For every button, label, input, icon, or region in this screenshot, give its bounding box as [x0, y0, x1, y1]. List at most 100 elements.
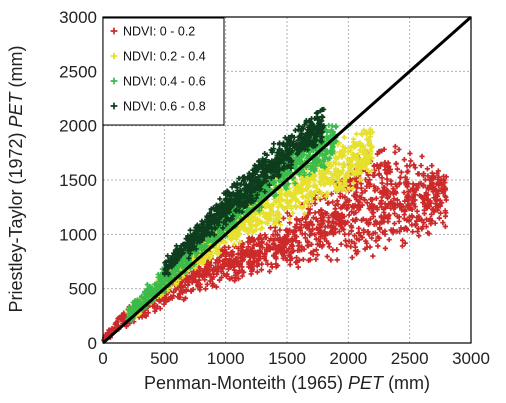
data-point: [325, 135, 331, 142]
data-point: [306, 226, 312, 232]
legend-marker: [110, 27, 118, 35]
data-point: [281, 191, 288, 197]
data-point: [425, 230, 431, 236]
data-point: [299, 216, 306, 222]
data-point: [145, 310, 151, 316]
data-point: [279, 157, 286, 163]
data-point: [387, 200, 394, 206]
data-point: [217, 196, 223, 202]
data-point: [291, 229, 298, 235]
data-point: [296, 199, 302, 205]
data-point: [321, 154, 328, 161]
data-point: [397, 180, 403, 186]
data-point: [262, 214, 268, 220]
data-point: [392, 210, 398, 217]
data-point: [171, 250, 177, 256]
data-point: [299, 231, 305, 237]
data-point: [429, 170, 435, 176]
data-point: [245, 244, 251, 250]
data-point: [149, 291, 156, 297]
y-tick-label: 500: [69, 280, 97, 299]
y-tick-labels: 0 500 1000 1500 2000 2500 3000: [59, 8, 97, 353]
data-point: [259, 204, 265, 210]
data-point: [312, 172, 318, 179]
data-point: [384, 203, 390, 210]
data-point: [352, 155, 358, 161]
data-point: [268, 204, 275, 210]
data-point: [165, 253, 171, 259]
data-point: [251, 258, 257, 265]
data-point: [240, 223, 246, 229]
data-point: [361, 127, 367, 133]
data-point: [298, 157, 304, 164]
data-point: [220, 225, 226, 231]
data-point: [306, 202, 312, 209]
data-point: [223, 195, 229, 202]
data-point: [345, 149, 351, 155]
data-point: [365, 157, 371, 163]
data-point: [185, 237, 191, 243]
data-point: [256, 158, 262, 164]
data-point: [287, 227, 293, 233]
data-point: [319, 191, 325, 197]
data-point: [126, 304, 132, 311]
data-point: [330, 144, 336, 150]
data-point: [191, 246, 197, 252]
data-point: [392, 201, 398, 207]
data-point: [383, 214, 389, 220]
data-point: [291, 134, 297, 140]
data-point: [416, 233, 422, 239]
data-point: [325, 200, 331, 206]
data-point: [317, 124, 323, 130]
data-point: [306, 118, 312, 124]
data-point: [262, 151, 268, 157]
data-point: [284, 182, 290, 189]
data-point: [197, 225, 203, 231]
data-point: [256, 176, 262, 183]
data-point: [437, 203, 443, 209]
data-point: [324, 231, 331, 237]
data-point: [343, 199, 349, 205]
x-axis-title-suffix: (mm): [383, 373, 430, 393]
data-point: [408, 205, 414, 212]
data-point: [366, 183, 372, 189]
data-point: [228, 235, 234, 242]
data-point: [294, 221, 300, 227]
data-point: [230, 201, 237, 207]
data-point: [424, 185, 431, 191]
data-point: [421, 182, 427, 188]
data-point: [356, 177, 363, 183]
data-point: [321, 218, 327, 224]
data-point: [254, 186, 260, 192]
data-point: [424, 205, 430, 211]
data-point: [379, 148, 385, 154]
data-point: [377, 226, 383, 232]
data-point: [338, 171, 344, 177]
data-point: [333, 209, 339, 215]
data-point: [262, 201, 268, 207]
data-point: [312, 210, 318, 216]
data-point: [255, 166, 261, 173]
data-point: [242, 192, 248, 199]
data-point: [318, 212, 324, 218]
data-points: [101, 106, 449, 343]
data-point: [301, 211, 308, 217]
data-point: [346, 158, 352, 165]
data-point: [187, 244, 193, 250]
data-point: [350, 202, 356, 209]
data-point: [324, 148, 330, 154]
data-point: [396, 218, 402, 225]
data-point: [294, 217, 300, 223]
data-point: [250, 197, 256, 204]
data-point: [202, 286, 209, 292]
data-point: [151, 301, 157, 307]
data-point: [220, 266, 226, 272]
data-point: [373, 238, 379, 244]
data-point: [239, 243, 245, 249]
data-point: [423, 192, 429, 199]
data-point: [292, 224, 298, 230]
data-point: [364, 200, 370, 206]
data-point: [315, 218, 321, 224]
data-point: [336, 184, 342, 191]
data-point: [231, 230, 238, 237]
